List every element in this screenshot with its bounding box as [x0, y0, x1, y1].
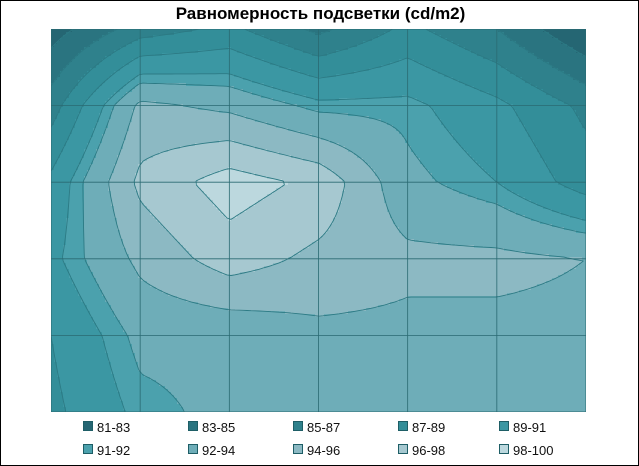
- isoline-98: [195, 168, 285, 220]
- legend-swatch: [83, 444, 93, 454]
- isoline-83: [51, 29, 586, 57]
- legend-item: 98-100: [499, 443, 553, 459]
- isoline-96: [133, 140, 346, 276]
- legend-label: 92-94: [202, 443, 235, 458]
- legend-label: 91-92: [97, 443, 130, 458]
- legend-item: 96-98: [398, 443, 445, 459]
- legend-item: 91-92: [83, 443, 130, 459]
- legend-label: 96-98: [412, 443, 445, 458]
- legend-swatch: [293, 421, 303, 431]
- legend-item: 94-96: [293, 443, 340, 459]
- legend-swatch: [398, 421, 408, 431]
- isoline-94: [108, 100, 584, 317]
- legend-item: 83-85: [188, 420, 235, 436]
- legend-item: 85-87: [293, 420, 340, 436]
- legend-label: 85-87: [307, 420, 340, 435]
- isoline-87: [51, 29, 586, 131]
- chart-title: Равномерность подсветки (cd/m2): [1, 4, 639, 24]
- legend-swatch: [83, 421, 93, 431]
- legend-label: 94-96: [307, 443, 340, 458]
- legend-swatch: [499, 421, 509, 431]
- legend-swatch: [499, 444, 509, 454]
- legend-item: 87-89: [398, 420, 445, 436]
- legend-label: 81-83: [97, 420, 130, 435]
- legend-swatch: [398, 444, 408, 454]
- legend-swatch: [293, 444, 303, 454]
- legend-item: 89-91: [499, 420, 546, 436]
- legend-item: 92-94: [188, 443, 235, 459]
- isoline-89: [51, 47, 586, 412]
- legend-swatch: [188, 421, 198, 431]
- legend-label: 87-89: [412, 420, 445, 435]
- isoline-92: [82, 82, 586, 412]
- legend-label: 83-85: [202, 420, 235, 435]
- contour-plot: [51, 29, 586, 412]
- legend-item: 81-83: [83, 420, 130, 436]
- legend-label: 89-91: [513, 420, 546, 435]
- legend-swatch: [188, 444, 198, 454]
- isoline-85: [51, 29, 586, 87]
- legend-label: 98-100: [513, 443, 553, 458]
- isoline-91: [62, 73, 586, 412]
